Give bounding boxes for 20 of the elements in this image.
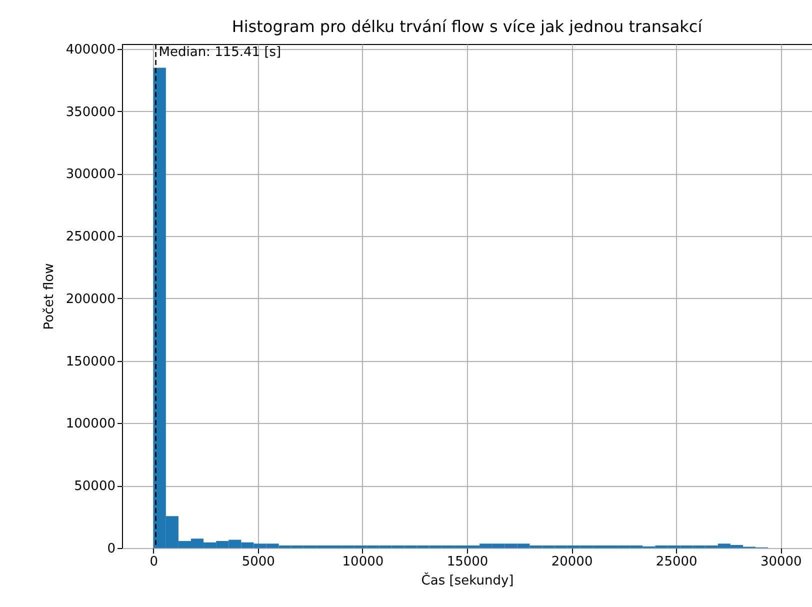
- ref-line-label: Median: 115.41 [s]: [158, 45, 282, 60]
- y-tick-label: 150000: [66, 354, 116, 370]
- y-tick-label: 350000: [66, 104, 116, 120]
- x-tick-label: 20000: [551, 554, 593, 570]
- x-tick-label: 5000: [242, 554, 275, 570]
- y-axis-title: Počet flow: [42, 262, 57, 330]
- y-tick-label: 0: [107, 542, 116, 556]
- y-tick-label: 250000: [66, 230, 116, 245]
- x-tick-label: 10000: [342, 554, 384, 570]
- x-tick-label: 0: [150, 554, 158, 570]
- x-tick-label: 25000: [656, 554, 698, 570]
- y-tick-label: 300000: [66, 167, 116, 182]
- y-tick-label: 400000: [66, 42, 116, 58]
- chart-title: Histogram pro délku trvání flow s více jak jednou transakcí: [232, 16, 703, 36]
- y-tick-label: 50000: [74, 479, 116, 494]
- x-tick-label: 15000: [446, 554, 488, 570]
- x-axis-title: Čas [sekundy]: [421, 572, 514, 588]
- x-tick-label: 30000: [760, 554, 802, 570]
- y-tick-label: 100000: [66, 416, 116, 432]
- y-tick-label: 200000: [66, 292, 116, 307]
